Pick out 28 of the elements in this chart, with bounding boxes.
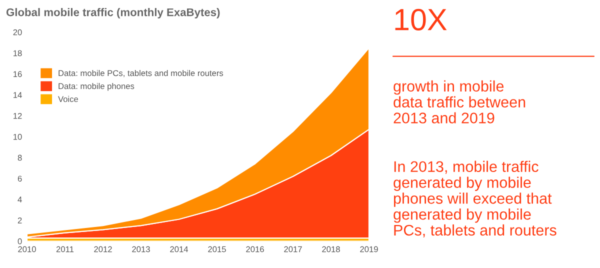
x-tick-label: 2018 [322,246,340,252]
text: growth in mobile data traffic between 2013 and 2019 [394,80,526,124]
legend-label: Data: mobile phones [58,82,134,91]
x-tick-label: 2019 [360,246,378,252]
y-tick-label: 2 [18,217,22,224]
y-tick-label: 20 [13,29,22,36]
y-tick-label: 10 [14,134,22,140]
legend-label: Voice [58,96,78,102]
text: In 2013, mobile traffic generated by mobile phones will exceed that generated by mobile PCs, tablets and routers [394,160,556,238]
y-tick-label: 8 [18,154,22,161]
x-tick-label: 2016 [246,246,264,252]
x-tick-label: 2014 [170,246,188,252]
y-tick-label: 6 [18,176,22,182]
x-tick-label: 2013 [132,246,150,252]
y-tick-label: 14 [14,92,22,98]
legend-label: Data: mobile PCs, tablets and mobile routers [58,70,224,78]
x-tick-label: 2011 [56,246,74,252]
y-tick-label: 0 [18,238,22,244]
x-tick-label: 2017 [284,246,302,252]
y-tick-label: 12 [14,112,22,119]
x-tick-label: 2010 [18,246,36,252]
x-tick-label: 2012 [94,246,112,252]
x-tick-label: 2015 [208,246,226,252]
y-tick-label: 4 [18,196,22,202]
y-tick-label: 18 [14,50,22,56]
text: 10X [395,8,447,30]
y-tick-label: 16 [14,71,22,78]
chart-title: Global mobile traffic (monthly ExaBytes) [6,8,220,18]
